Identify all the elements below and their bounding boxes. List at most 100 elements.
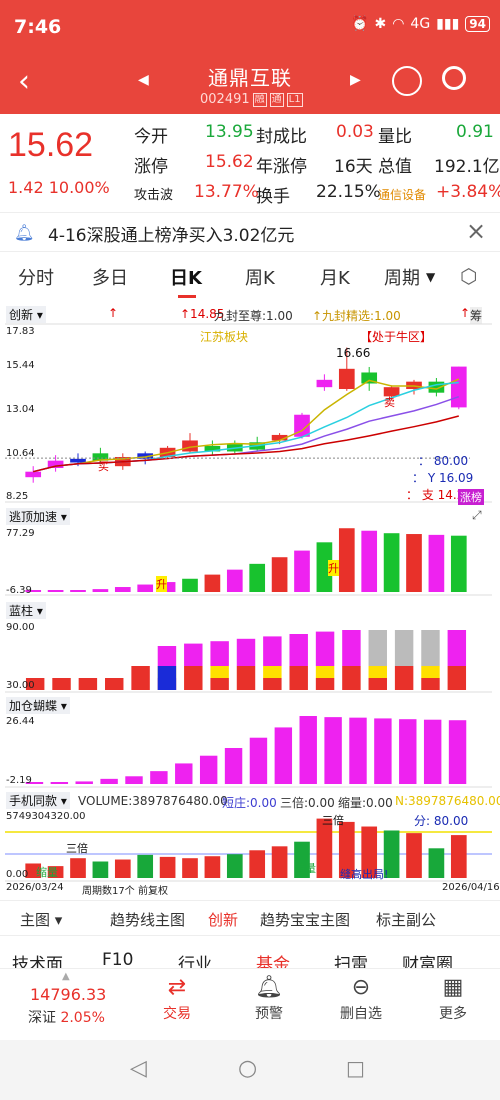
dock-more[interactable]: ▦ 更多 — [418, 975, 488, 1023]
candle-body — [383, 387, 400, 397]
formula-main[interactable]: 主图 ▾ — [20, 911, 63, 929]
status-time: 7:46 — [14, 16, 62, 38]
nav-recent-icon[interactable]: □ — [346, 1056, 365, 1080]
panel2-top-bar — [342, 630, 361, 666]
panel2-blue-bar — [157, 666, 177, 690]
formula-trendline[interactable]: 趋势线主图 — [110, 911, 186, 929]
top-arrow-1: ↑ — [108, 306, 119, 320]
close-icon[interactable]: × — [466, 217, 487, 245]
candle-body — [137, 453, 154, 459]
value-sector: +3.84% — [436, 182, 500, 202]
panel2-selector[interactable]: 蓝柱 ▾ — [6, 602, 46, 619]
main-indicator-selector[interactable]: 创新 ▾ — [6, 306, 46, 323]
volume-bar — [338, 821, 355, 878]
tab-scan[interactable]: 扫雷 — [334, 955, 368, 968]
panel1-bar — [25, 590, 42, 592]
panel1-bar — [316, 542, 333, 592]
tab-weekly-k[interactable]: 周K — [245, 268, 275, 289]
value-limit-up: 15.62 — [205, 152, 254, 172]
panel2-mid-bar — [315, 666, 335, 678]
index-value[interactable]: 14796.33 — [30, 985, 107, 1004]
value-seal-ratio: 0.03 — [336, 122, 374, 142]
index-change: 2.05% — [60, 1010, 105, 1026]
period-tabs: 分时 多日 日K 周K 月K 周期 ▼ ⬡ — [0, 256, 500, 298]
news-text[interactable]: 4-16深股通上榜净买入3.02亿元 — [48, 226, 295, 246]
label-sector[interactable]: 通信设备 — [378, 188, 427, 202]
panel1-bar — [114, 587, 131, 592]
volume-bar — [383, 830, 400, 878]
volume-bar — [114, 859, 131, 878]
limit-list-badge[interactable]: 涨榜 — [458, 489, 484, 505]
candle-body — [70, 458, 86, 463]
panel2-top-bar — [289, 634, 308, 666]
panel3-chart — [5, 716, 492, 788]
tab-technical[interactable]: 技术面 — [12, 955, 63, 968]
nav-home-icon[interactable]: ○ — [238, 1056, 258, 1081]
index-name: 深证 — [28, 1010, 56, 1026]
back-icon[interactable]: ‹ — [18, 64, 30, 99]
wifi-icon: ◠ — [392, 16, 405, 32]
triple-readout: 三倍:0.00 — [280, 796, 335, 810]
expand-icon[interactable]: ⤢ — [472, 508, 482, 522]
volume-bar — [204, 856, 221, 878]
tab-wealth[interactable]: 财富圈 — [402, 955, 453, 968]
price-change: 1.42 10.00% — [8, 178, 110, 197]
nav-back-icon[interactable]: ◁ — [130, 1056, 147, 1081]
panel1-bar — [271, 557, 288, 592]
y-tick-3: 13.04 — [6, 404, 35, 415]
moving-average-line — [33, 378, 460, 473]
adjust-mode[interactable]: 前复权 — [138, 886, 168, 897]
panel2-base-bar — [447, 678, 467, 690]
volume-bar — [92, 861, 109, 878]
panel3-bar — [150, 771, 168, 784]
chip-distribution-button[interactable]: 筹 — [470, 307, 483, 324]
next-stock-icon[interactable]: ▶ — [350, 72, 361, 88]
tab-f10[interactable]: F10 — [102, 950, 134, 968]
panel3-bar — [249, 737, 268, 784]
start-date: 2026/03/24 — [6, 882, 64, 893]
volume-bar — [406, 833, 422, 878]
chevron-down-icon: ▼ — [426, 270, 436, 284]
panel2-base-bar — [421, 678, 440, 690]
formula-innovate[interactable]: 创新 — [208, 911, 239, 929]
dock-trade[interactable]: ⇄ 交易 — [142, 975, 212, 1023]
prev-stock-icon[interactable]: ◀ — [138, 72, 149, 88]
panel2-mid-bar — [447, 666, 467, 678]
tab-industry[interactable]: 行业 — [178, 955, 212, 968]
tab-fund[interactable]: 基金 — [256, 955, 290, 968]
panel1-selector[interactable]: 逃顶加速 ▾ — [6, 508, 70, 525]
panel2-top-bar — [368, 630, 387, 666]
tab-daily-k[interactable]: 日K — [170, 268, 202, 289]
panel3-bar — [199, 755, 218, 784]
news-banner[interactable]: 🔔︎ 4-16深股通上榜净买入3.02亿元 × — [0, 212, 500, 252]
y-tick-4: 10.64 — [6, 448, 35, 459]
volume-readout: VOLUME:3897876480.00 — [78, 794, 228, 808]
settings-icon[interactable]: ⬡ — [460, 264, 478, 288]
search-icon[interactable] — [442, 66, 466, 90]
status-bar: 7:46 ⏰ ✱ ◠ 4G ▮▮▮ 94 — [0, 0, 500, 54]
robot-icon[interactable] — [392, 66, 422, 96]
panel2-mid-bar — [342, 666, 361, 678]
panel1-tick-max: 77.29 — [6, 528, 35, 539]
dock-alert[interactable]: 🔔︎ 预警 — [234, 975, 304, 1023]
candlestick-chart[interactable] — [0, 322, 500, 504]
y-tick-2: 15.44 — [6, 360, 35, 371]
tab-monthly-k[interactable]: 月K — [320, 268, 350, 289]
label-market-cap: 总值 — [378, 157, 412, 177]
panel1-bar — [47, 590, 64, 592]
tab-period[interactable]: 周期 — [384, 268, 420, 289]
panel1-bar — [204, 574, 221, 592]
formula-trendbaby[interactable]: 趋势宝宝主图 — [260, 911, 351, 929]
dock-remove-watch[interactable]: ⊖ 删自选 — [326, 975, 396, 1023]
tab-intraday[interactable]: 分时 — [18, 268, 54, 289]
index-line: 深证 2.05% — [28, 1007, 105, 1027]
panel4-selector[interactable]: 手机同款 ▾ — [6, 792, 70, 809]
tab-multiday[interactable]: 多日 — [92, 268, 128, 289]
panel3-selector[interactable]: 加仓蝴蝶 ▾ — [6, 697, 70, 714]
candle-body — [338, 368, 355, 390]
panel3-bar — [349, 717, 367, 784]
header: 7:46 ⏰ ✱ ◠ 4G ▮▮▮ 94 ‹ ◀ ▶ 通鼎互联 002491 融… — [0, 0, 500, 114]
panel1-bar — [182, 578, 198, 592]
panel1-bar — [361, 530, 378, 592]
formula-sub[interactable]: 标主副公 — [376, 911, 437, 929]
